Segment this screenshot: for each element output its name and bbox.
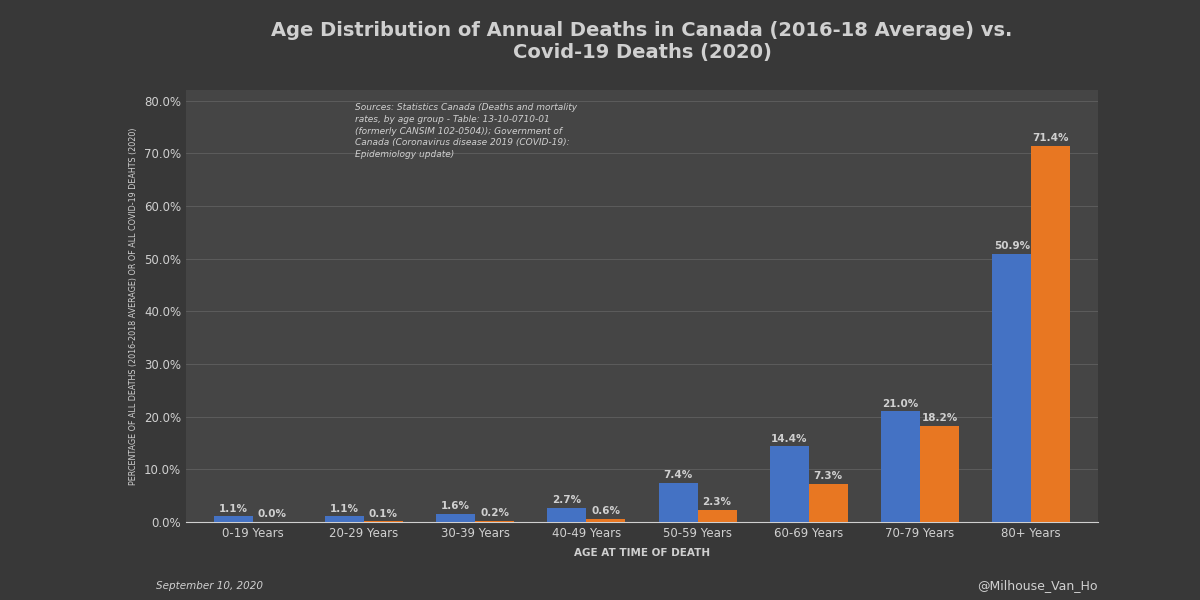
Text: 0.1%: 0.1% [368,509,398,519]
Bar [770,446,809,522]
Bar [1031,146,1070,522]
Bar [992,254,1031,522]
Text: 71.4%: 71.4% [1032,133,1069,143]
Text: 7.4%: 7.4% [664,470,692,481]
Text: 0.2%: 0.2% [480,508,509,518]
Bar [881,412,920,522]
Text: 7.3%: 7.3% [814,471,842,481]
Text: Age Distribution of Annual Deaths in Canada (2016-18 Average) vs.
Covid-19 Death: Age Distribution of Annual Deaths in Can… [271,21,1013,62]
Bar [325,516,364,522]
Text: 1.6%: 1.6% [442,501,470,511]
Bar [809,484,847,522]
Bar [475,521,514,522]
Text: 0.6%: 0.6% [592,506,620,516]
Text: 0.0%: 0.0% [258,509,287,520]
Text: 50.9%: 50.9% [994,241,1030,251]
Text: 21.0%: 21.0% [882,399,919,409]
Bar [697,510,737,522]
Text: 18.2%: 18.2% [922,413,958,424]
Bar [587,519,625,522]
Bar [659,483,697,522]
Text: September 10, 2020: September 10, 2020 [156,581,263,591]
Text: 14.4%: 14.4% [772,434,808,443]
Bar [437,514,475,522]
Bar [920,426,959,522]
X-axis label: AGE AT TIME OF DEATH: AGE AT TIME OF DEATH [574,548,710,558]
Text: 2.3%: 2.3% [702,497,732,507]
Bar [547,508,587,522]
Text: @Milhouse_Van_Ho: @Milhouse_Van_Ho [978,579,1098,592]
Y-axis label: PERCENTAGE OF ALL DEATHS (2016-2018 AVERAGE) OR OF ALL COVID-19 DEAHTS (2020): PERCENTAGE OF ALL DEATHS (2016-2018 AVER… [130,127,138,485]
Text: 1.1%: 1.1% [330,503,359,514]
Text: 1.1%: 1.1% [218,503,247,514]
Text: 2.7%: 2.7% [552,495,582,505]
Text: Sources: Statistics Canada (Deaths and mortality
rates, by age group - Table: 13: Sources: Statistics Canada (Deaths and m… [355,103,577,159]
Bar [214,516,253,522]
